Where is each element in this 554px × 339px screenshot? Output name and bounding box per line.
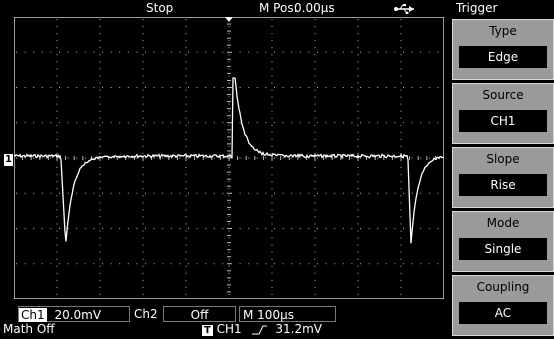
- trigger-info[interactable]: T CH1 31.2mV: [202, 321, 322, 337]
- trigger-level: 31.2mV: [275, 322, 322, 336]
- usb-icon: [394, 4, 414, 14]
- menu-item-mode[interactable]: Mode Single: [452, 211, 554, 272]
- mpos-value: 0.00µs: [294, 1, 335, 15]
- menu-item-label: Type: [489, 24, 517, 38]
- trigger-position-marker: [225, 17, 233, 22]
- ch1-label: Ch1: [19, 308, 47, 322]
- menu-item-value: CH1: [459, 110, 547, 132]
- menu-item-source[interactable]: Source CH1: [452, 83, 554, 144]
- menu-item-label: Mode: [486, 216, 520, 230]
- trigger-badge: T: [202, 325, 213, 336]
- menu-item-value: AC: [459, 302, 547, 324]
- menu-title: Trigger: [450, 0, 554, 17]
- rising-edge-icon: [251, 325, 267, 334]
- menu-item-coupling[interactable]: Coupling AC: [452, 275, 554, 336]
- menu-item-value: Rise: [459, 174, 547, 196]
- math-state[interactable]: Math Off: [3, 322, 55, 336]
- menu-item-label: Source: [482, 88, 524, 102]
- ch2-state[interactable]: Off: [163, 306, 236, 322]
- ch1-info[interactable]: Ch1 20.0mV: [18, 306, 130, 322]
- trigger-menu: Trigger Type Edge Source CH1 Slope Rise Mode Si…: [450, 0, 554, 337]
- ch1-trace: [14, 77, 444, 244]
- ch1-scale: 20.0mV: [54, 308, 102, 322]
- menu-item-slope[interactable]: Slope Rise: [452, 147, 554, 208]
- run-state: Stop: [146, 1, 174, 15]
- waveform-display[interactable]: [14, 17, 444, 299]
- timebase[interactable]: M 100µs: [239, 306, 336, 322]
- graticule: [14, 17, 439, 295]
- channel1-ground-marker[interactable]: 1: [4, 154, 13, 166]
- status-footer: Ch1 20.0mV Ch2 Off M 100µs Math Off T CH…: [0, 300, 450, 337]
- menu-item-value: Single: [459, 238, 547, 260]
- status-bar: Stop M Pos: 0.00µs: [0, 0, 450, 17]
- ch2-label[interactable]: Ch2: [134, 307, 158, 321]
- menu-item-label: Slope: [486, 152, 520, 166]
- menu-item-value: Edge: [459, 46, 547, 68]
- mpos-label: M Pos:: [259, 1, 298, 15]
- menu-item-type[interactable]: Type Edge: [452, 19, 554, 80]
- trigger-source: CH1: [216, 322, 242, 336]
- menu-item-label: Coupling: [476, 280, 530, 294]
